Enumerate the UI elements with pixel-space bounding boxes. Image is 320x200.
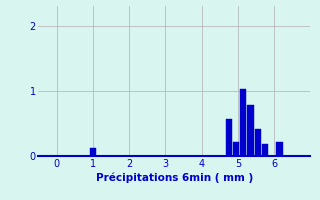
Bar (90, 148, 96, 156)
Bar (233, 142, 239, 156)
X-axis label: Précipitations 6min ( mm ): Précipitations 6min ( mm ) (96, 173, 253, 183)
Bar (240, 89, 246, 156)
Bar (276, 142, 283, 156)
Bar (262, 144, 268, 156)
Bar (226, 119, 232, 156)
Bar (247, 105, 254, 156)
Bar (255, 129, 261, 156)
